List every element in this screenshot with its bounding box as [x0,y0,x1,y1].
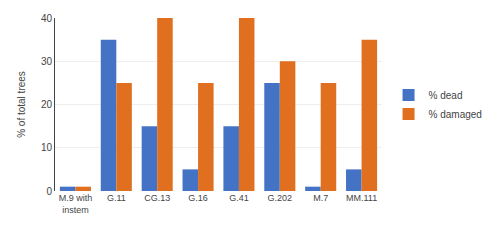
svg-text:G.16: G.16 [188,193,208,203]
svg-text:CG.13: CG.13 [144,193,170,203]
svg-text:% dead: % dead [429,90,463,101]
svg-text:% of total trees: % of total trees [16,71,27,138]
svg-text:M.9 withinstem: M.9 withinstem [59,193,93,215]
svg-text:G.41: G.41 [229,193,249,203]
svg-text:G.202: G.202 [268,193,293,203]
svg-text:% damaged: % damaged [429,109,482,120]
svg-text:MM.111: MM.111 [346,193,377,203]
svg-text:G.11: G.11 [107,193,126,203]
svg-text:M.7: M.7 [313,193,328,203]
svg-text:30: 30 [41,56,53,67]
svg-text:20: 20 [41,99,53,110]
svg-text:40: 40 [41,13,53,24]
svg-text:0: 0 [46,186,52,197]
svg-text:10: 10 [41,142,53,153]
